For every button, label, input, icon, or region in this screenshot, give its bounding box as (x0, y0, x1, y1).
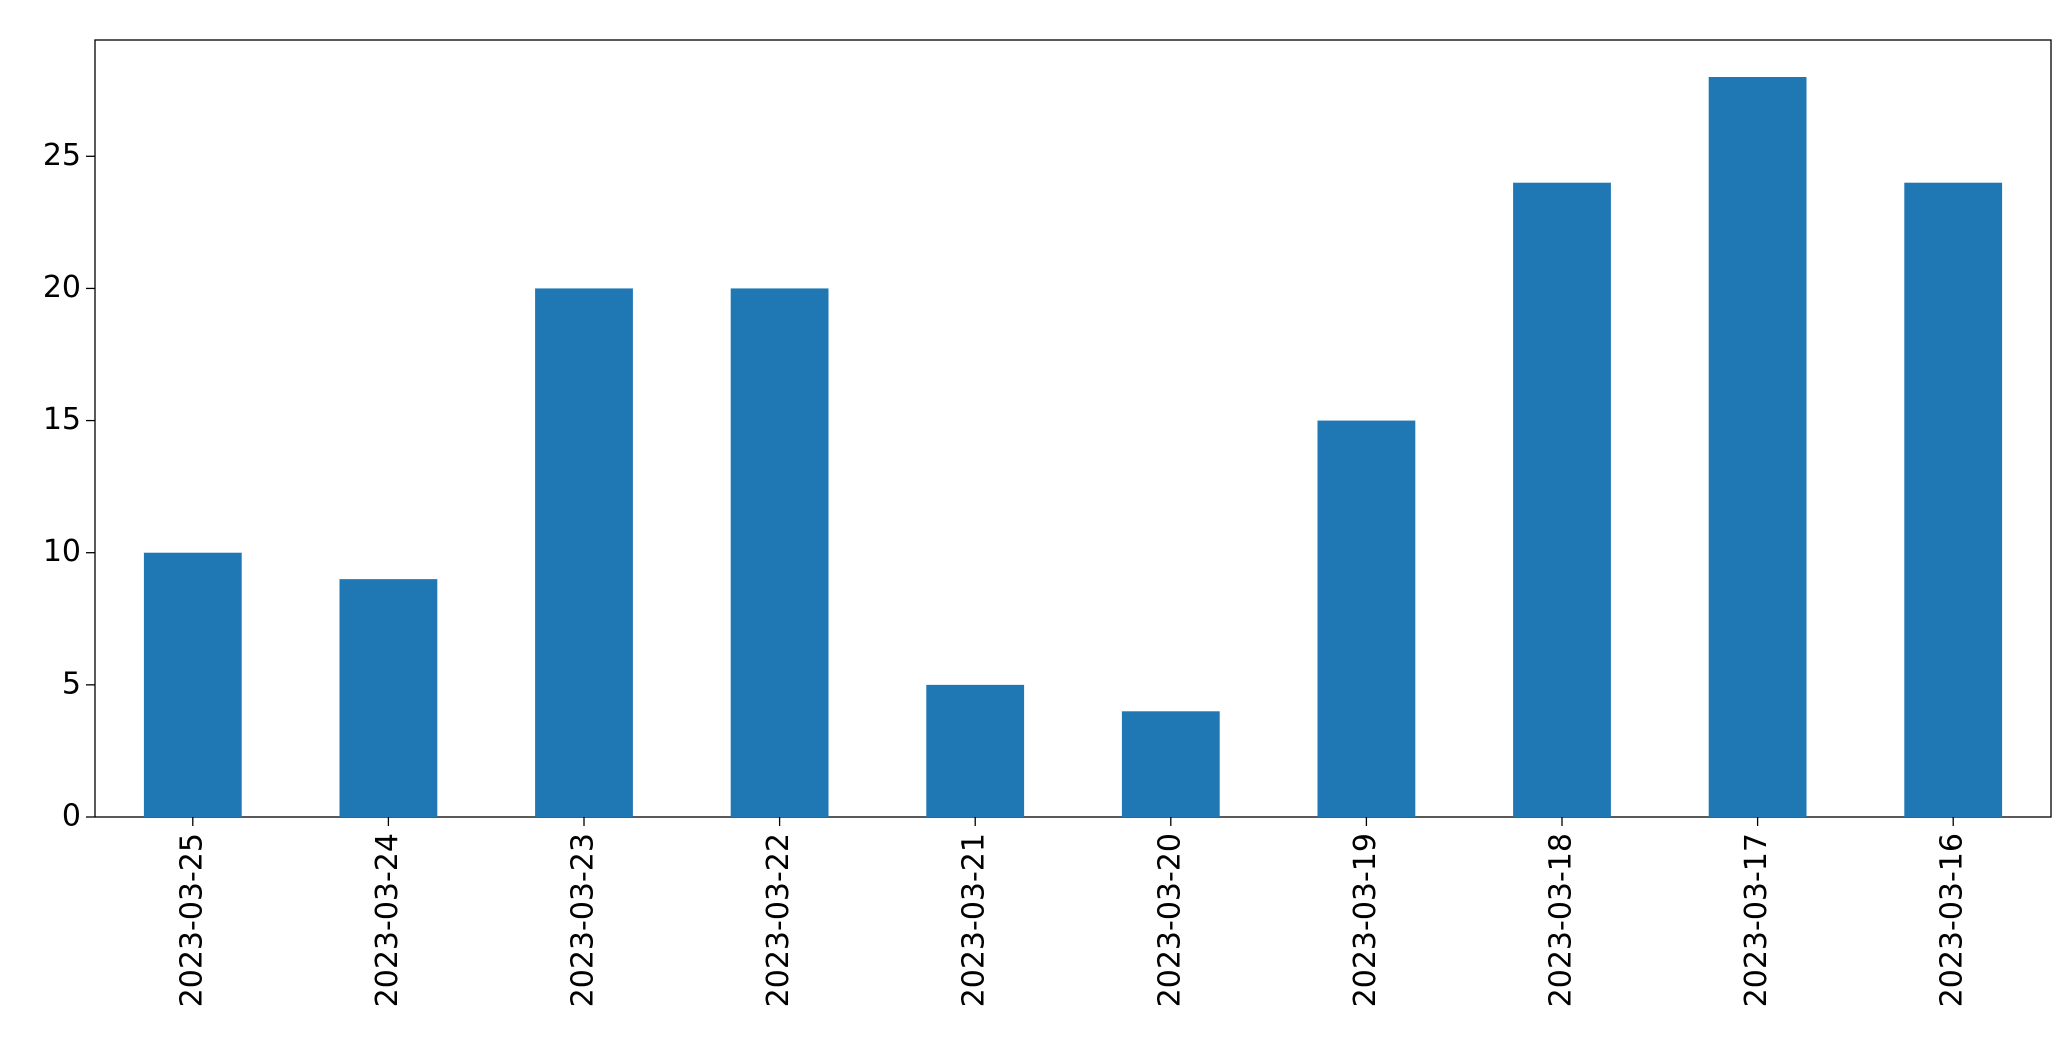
x-tick-label: 2023-03-20 (1152, 833, 1187, 1007)
y-tick-label: 10 (43, 534, 81, 569)
bar (535, 288, 633, 817)
x-tick-label: 2023-03-21 (957, 833, 992, 1007)
bar (1904, 182, 2003, 817)
bar (339, 579, 438, 817)
bar (1513, 182, 1611, 817)
x-tick-label: 2023-03-17 (1739, 833, 1774, 1007)
x-tick-label: 2023-03-16 (1935, 833, 1970, 1007)
x-tick-label: 2023-03-19 (1348, 833, 1383, 1007)
x-tick-label: 2023-03-25 (174, 833, 209, 1007)
x-tick-label: 2023-03-23 (566, 833, 601, 1007)
x-tick-label: 2023-03-24 (370, 833, 405, 1007)
plot-frame (94, 39, 2052, 818)
y-tick-label: 5 (62, 666, 81, 701)
y-tick-label: 15 (43, 402, 81, 437)
x-tick-label: 2023-03-22 (761, 833, 796, 1007)
y-tick-label: 25 (43, 138, 81, 173)
bar (143, 552, 242, 817)
y-tick-label: 0 (62, 799, 81, 834)
bar (1708, 77, 1807, 817)
bar (730, 288, 829, 817)
bar (1317, 420, 1416, 817)
y-tick-label: 20 (43, 270, 81, 305)
bar (926, 684, 1025, 817)
x-tick-label: 2023-03-18 (1544, 833, 1579, 1007)
bar (1121, 711, 1220, 817)
